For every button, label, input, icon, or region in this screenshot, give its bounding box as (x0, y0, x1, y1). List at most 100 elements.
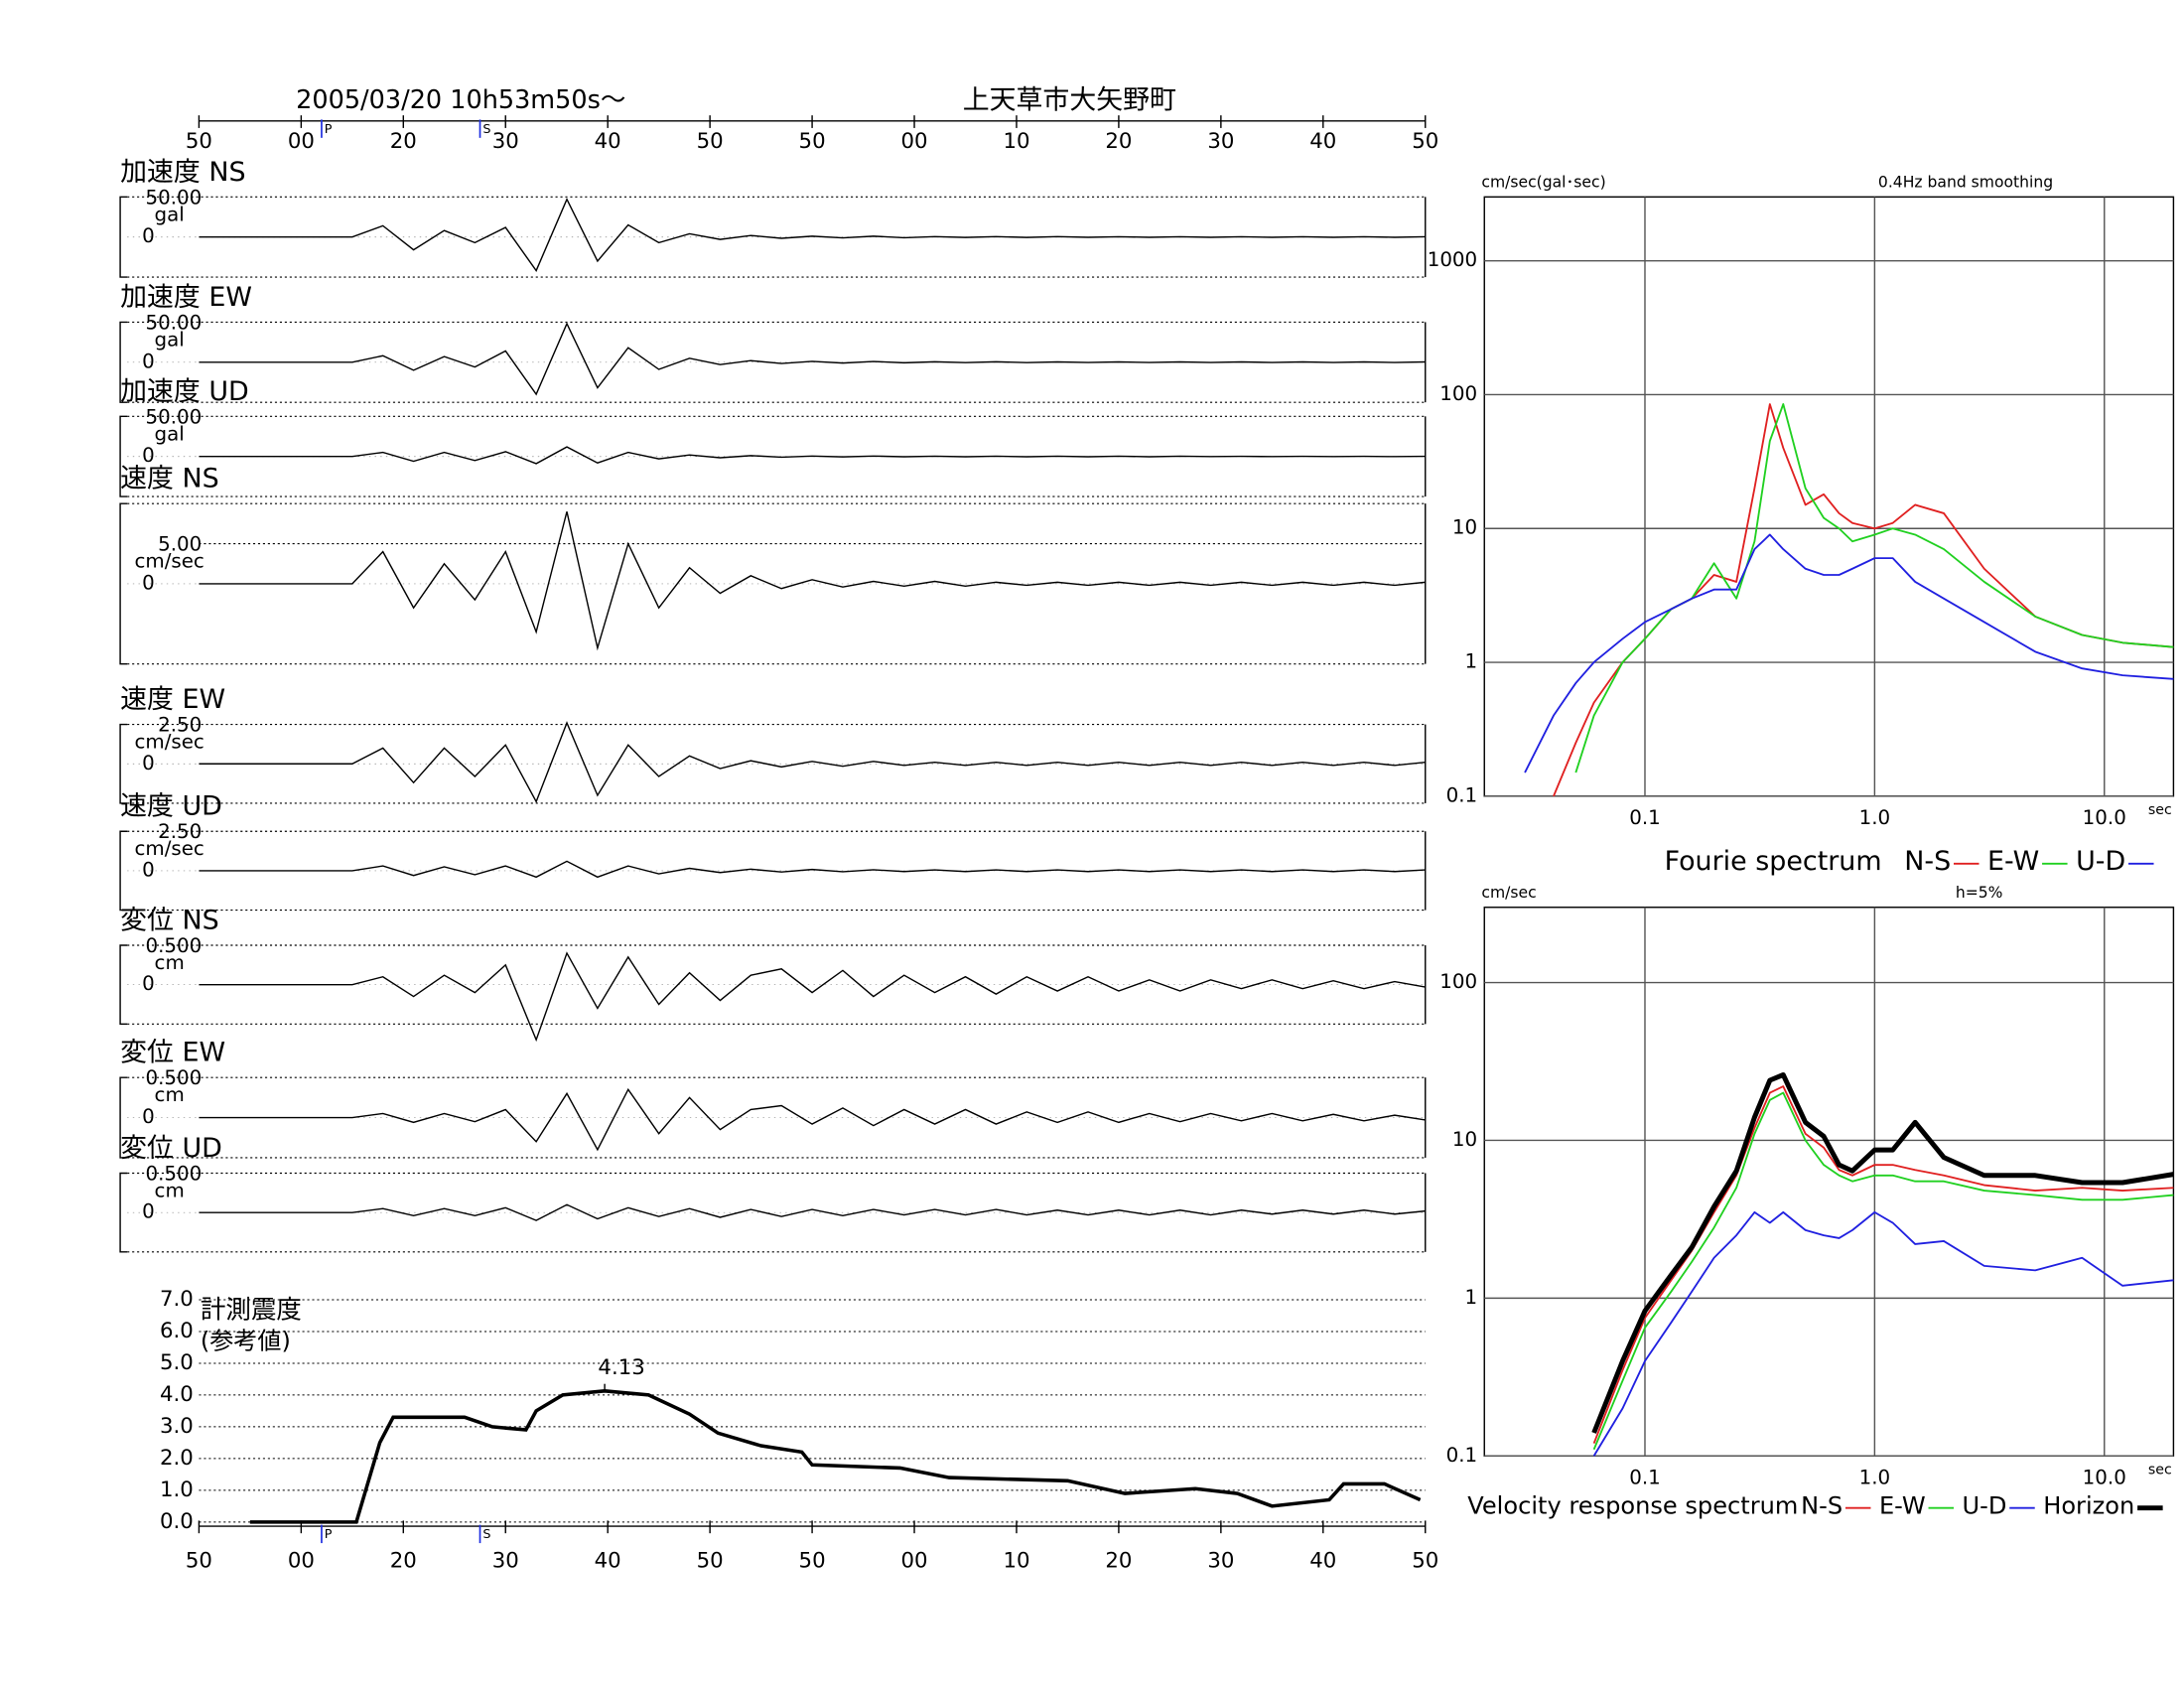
x-tick-label: 10 (1003, 1549, 1029, 1574)
y-tick-label: 0.500 (145, 934, 202, 957)
y-unit: cm/sec (135, 549, 205, 572)
y-tick-label: 50.00 (145, 405, 202, 428)
peak-label: 4.13 (598, 1355, 644, 1380)
phase-label: S (482, 122, 490, 137)
spectrum-line (1524, 533, 2174, 774)
x-tick-label: 50 (1412, 129, 1438, 154)
x-tick-label: 0.1 (1629, 1466, 1661, 1488)
waveform-trace (199, 511, 1426, 651)
y-tick-label: 2.50 (158, 820, 202, 843)
spectrum-line (1592, 1091, 2174, 1451)
y-tick-label: 2.0 (160, 1446, 194, 1471)
x-tick-label: 20 (390, 1549, 417, 1574)
y-unit: cm (155, 1179, 185, 1201)
y-tick-label: 1 (1465, 1286, 1478, 1309)
y-tick-label: 0.500 (145, 1066, 202, 1089)
legend-title: Velocity response spectrum (1467, 1491, 1798, 1519)
x-tick-label: 20 (1105, 1549, 1132, 1574)
x-tick-label: 10.0 (2083, 1466, 2126, 1488)
trace-name: 速度 UD (120, 791, 222, 822)
phase-label: P (325, 1527, 333, 1542)
station-name: 上天草市大矢野町 (963, 85, 1176, 116)
x-tick-label: 20 (1105, 129, 1132, 154)
x-tick-label: 00 (288, 1549, 315, 1574)
y-tick-label: 0 (142, 1200, 155, 1223)
panel-bracket (119, 321, 128, 403)
y-unit: gal (155, 328, 185, 351)
panel-bracket (119, 1172, 128, 1253)
y-tick-label: 0.500 (145, 1162, 202, 1185)
panel-bracket (119, 723, 128, 804)
record-datetime: 2005/03/20 10h53m50s〜 (296, 85, 625, 115)
y-tick-label: 3.0 (160, 1414, 194, 1439)
y-tick-label: 10 (1452, 1128, 1477, 1151)
panel-bracket (119, 415, 128, 497)
intensity-line (249, 1389, 1422, 1524)
x-tick-label: 20 (390, 129, 417, 154)
y-tick-label: 50.00 (145, 311, 202, 334)
x-tick-label: 10.0 (2083, 806, 2126, 829)
trace-name: 加速度 EW (120, 282, 252, 313)
y-tick-label: 6.0 (160, 1319, 194, 1343)
legend-label: N-S (1904, 846, 1951, 877)
x-tick-label: 1.0 (1859, 1466, 1891, 1488)
legend-label: N-S (1801, 1491, 1843, 1519)
plot-note: 0.4Hz band smoothing (1878, 174, 2053, 192)
x-tick-label: 40 (595, 1549, 621, 1574)
y-tick-label: 4.0 (160, 1382, 194, 1407)
phase-label: S (482, 1527, 490, 1542)
y-unit: cm (155, 1083, 185, 1106)
y-tick-label: 5.0 (160, 1350, 194, 1375)
x-tick-label: 40 (1309, 129, 1336, 154)
x-tick-label: 40 (595, 129, 621, 154)
trace-name: 速度 EW (120, 684, 225, 715)
x-tick-label: 50 (1412, 1549, 1438, 1574)
y-tick-label: 0 (142, 224, 155, 247)
y-tick-label: 100 (1439, 970, 1477, 993)
spectrum-line (1591, 1071, 2174, 1434)
waveform-trace (199, 322, 1426, 396)
y-tick-label: 10 (1452, 516, 1477, 539)
x-tick-label: 40 (1309, 1549, 1336, 1574)
y-unit: cm/sec(gal･sec) (1481, 174, 1605, 192)
x-tick-label: 50 (697, 1549, 724, 1574)
legend-label: Horizon (2043, 1491, 2134, 1519)
x-tick-label: 00 (901, 1549, 928, 1574)
y-unit: gal (155, 422, 185, 445)
plot-note: h=5% (1956, 884, 2003, 902)
panel-bracket (119, 830, 128, 912)
x-tick-label: 30 (492, 129, 519, 154)
legend-label: U-D (1963, 1491, 2007, 1519)
y-unit: cm/sec (135, 837, 205, 860)
legend-label: E-W (1879, 1491, 1926, 1519)
trace-name: 速度 NS (120, 464, 219, 494)
y-unit: gal (155, 203, 185, 225)
y-tick-label: 1.0 (160, 1477, 194, 1502)
y-unit: cm (155, 951, 185, 974)
y-tick-label: 50.00 (145, 186, 202, 209)
trace-name: 変位 NS (120, 905, 219, 935)
phase-label: P (325, 122, 333, 137)
legend-label: U-D (2076, 846, 2125, 877)
y-unit: cm/sec (135, 731, 205, 754)
waveform-trace (199, 446, 1426, 465)
x-tick-label: 50 (799, 1549, 826, 1574)
x-tick-label: 00 (901, 129, 928, 154)
x-tick-label: 1.0 (1859, 806, 1891, 829)
y-tick-label: 0 (142, 350, 155, 372)
y-tick-label: 7.0 (160, 1287, 194, 1312)
trace-name: 加速度 NS (120, 157, 245, 188)
y-tick-label: 5.00 (158, 532, 202, 555)
y-tick-label: 0.0 (160, 1509, 194, 1534)
waveform-trace (199, 1203, 1426, 1221)
y-tick-label: 0 (142, 444, 155, 467)
panel-bracket (119, 196, 128, 278)
spectrum-line (1592, 1210, 2174, 1457)
trace-name: 変位 UD (120, 1133, 222, 1164)
x-tick-label: 50 (697, 129, 724, 154)
y-unit: cm/sec (1481, 884, 1536, 902)
waveform-trace (199, 198, 1426, 273)
y-tick-label: 1000 (1428, 248, 1477, 271)
